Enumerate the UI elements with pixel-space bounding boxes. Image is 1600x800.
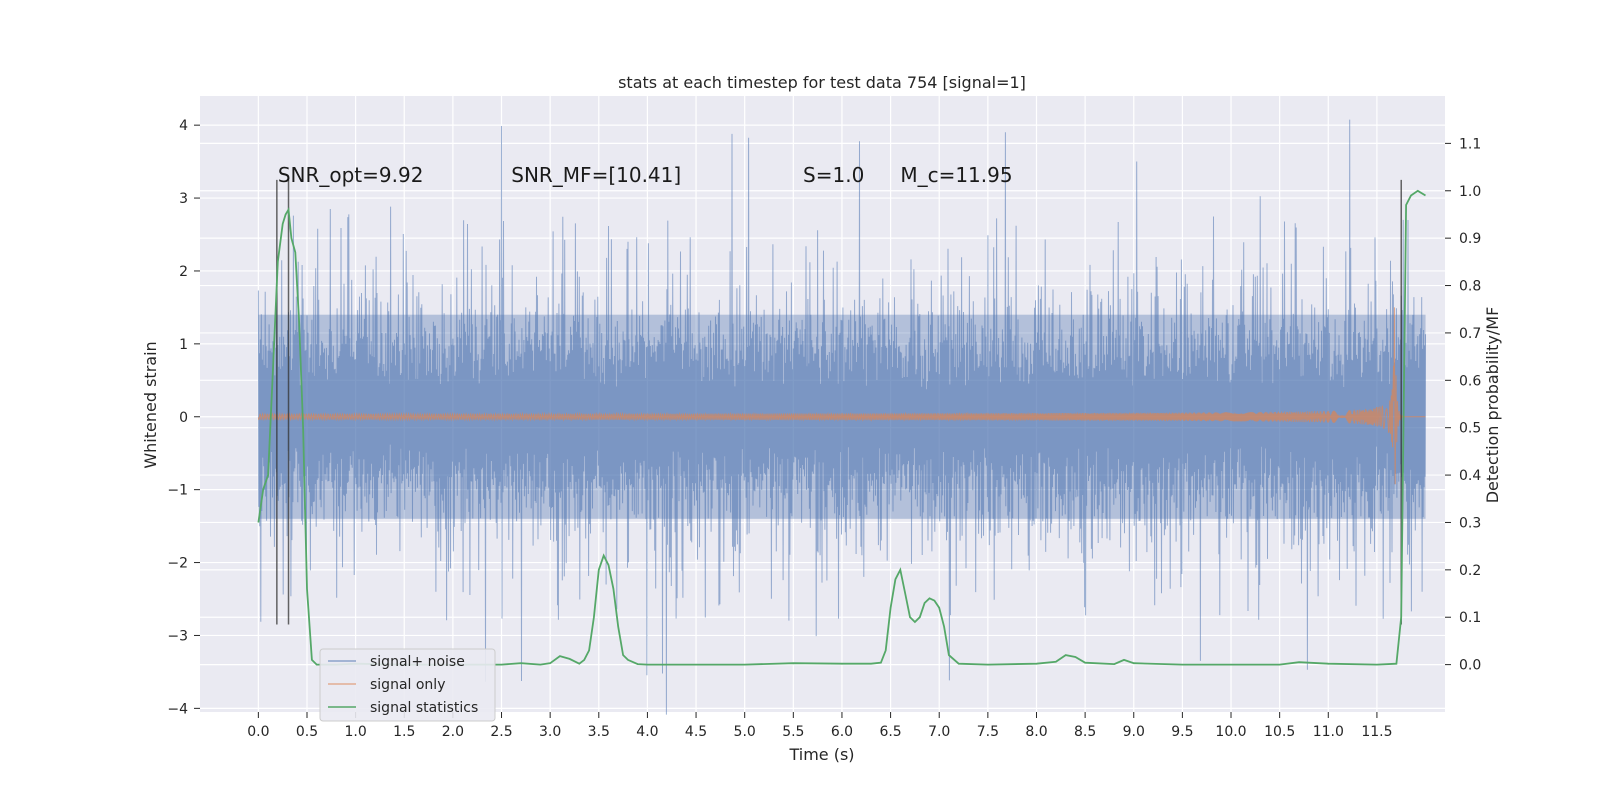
x-tick-label: 5.5 (782, 724, 804, 740)
y2-tick-label: 0.2 (1459, 563, 1481, 579)
left-y-axis-ticks: −4 −3 −2 −1 0 1 2 3 4 (167, 118, 200, 717)
y2-tick-label: 1.1 (1459, 136, 1481, 152)
y-tick-label: 4 (179, 118, 188, 134)
y-tick-label: −2 (167, 556, 188, 572)
x-tick-label: 11.0 (1313, 724, 1344, 740)
y2-tick-label: 0.0 (1459, 658, 1481, 674)
x-tick-label: 3.0 (539, 724, 561, 740)
signal-only-series (257, 307, 1426, 485)
annotations: SNR_opt=9.92 SNR_MF=[10.41] S=1.0 M_c=11.95 (278, 163, 1013, 187)
x-tick-label: 9.0 (1123, 724, 1145, 740)
legend-label-signal-noise: signal+ noise (370, 654, 465, 670)
y-tick-label: 0 (179, 410, 188, 426)
signal-statistics-line (257, 189, 1426, 666)
y2-tick-label: 0.9 (1459, 231, 1481, 247)
y2-tick-label: 1.0 (1459, 184, 1481, 200)
y2-tick-label: 0.5 (1459, 421, 1481, 437)
y-tick-label: 1 (179, 337, 188, 353)
y2-tick-label: 0.8 (1459, 279, 1481, 295)
legend-box (319, 648, 496, 722)
x-tick-label: 9.5 (1171, 724, 1193, 740)
x-tick-label: 7.0 (928, 724, 950, 740)
y2-tick-label: 0.1 (1459, 610, 1481, 626)
y2-tick-label: 0.4 (1459, 468, 1481, 484)
legend: signal+ noise signal only signal statist… (319, 648, 496, 722)
x-tick-label: 6.0 (831, 724, 853, 740)
legend-label-signal-only: signal only (370, 677, 445, 693)
y-tick-label: −3 (167, 628, 188, 644)
x-tick-label: 8.5 (1074, 724, 1096, 740)
signal-noise-line (257, 119, 1426, 715)
x-tick-label: 1.0 (344, 724, 366, 740)
annotation-text: SNR_opt=9.92 (278, 163, 424, 187)
x-axis-ticks: 0.0 0.5 1.0 1.5 2.0 2.5 3.0 3.5 4.0 4.5 5.0 5.5 6.0 6… (247, 712, 1393, 740)
x-tick-label: 11.5 (1361, 724, 1392, 740)
y-tick-label: −1 (167, 483, 188, 499)
x-tick-label: 0.5 (296, 724, 318, 740)
y2-tick-label: 0.7 (1459, 326, 1481, 342)
y2-tick-label: 0.3 (1459, 515, 1481, 531)
x-tick-label: 2.5 (490, 724, 512, 740)
x-tick-label: 2.0 (442, 724, 464, 740)
y-tick-label: 2 (179, 264, 188, 280)
x-tick-label: 6.5 (879, 724, 901, 740)
y-tick-label: −4 (167, 701, 188, 717)
x-tick-label: 4.0 (636, 724, 658, 740)
legend-label-signal-statistics: signal statistics (370, 700, 478, 716)
x-tick-label: 4.5 (685, 724, 707, 740)
x-tick-label: 0.0 (247, 724, 269, 740)
signal-statistics-series (257, 189, 1426, 666)
x-tick-label: 10.5 (1264, 724, 1295, 740)
x-tick-label: 1.5 (393, 724, 415, 740)
x-tick-label: 7.5 (977, 724, 999, 740)
chart-title: stats at each timestep for test data 754… (618, 73, 1026, 92)
y2-tick-label: 0.6 (1459, 373, 1481, 389)
annotation-text: S=1.0 (803, 163, 864, 187)
annotation-text: M_c=11.95 (900, 163, 1012, 187)
y2-axis-label: Detection probability/MF (1483, 307, 1502, 504)
x-tick-label: 8.0 (1025, 724, 1047, 740)
annotation-text: SNR_MF=[10.41] (511, 163, 681, 187)
y-tick-label: 3 (179, 191, 188, 207)
right-y-axis-ticks: 0.0 0.1 0.2 0.3 0.4 0.5 0.6 0.7 0.8 0.9 1.0 1.1 (1445, 136, 1481, 674)
x-axis-label: Time (s) (788, 745, 854, 764)
x-tick-label: 3.5 (588, 724, 610, 740)
signal-only-line (257, 307, 1426, 485)
y-axis-label: Whitened strain (141, 341, 160, 468)
x-tick-label: 5.0 (734, 724, 756, 740)
x-tick-label: 10.0 (1215, 724, 1246, 740)
